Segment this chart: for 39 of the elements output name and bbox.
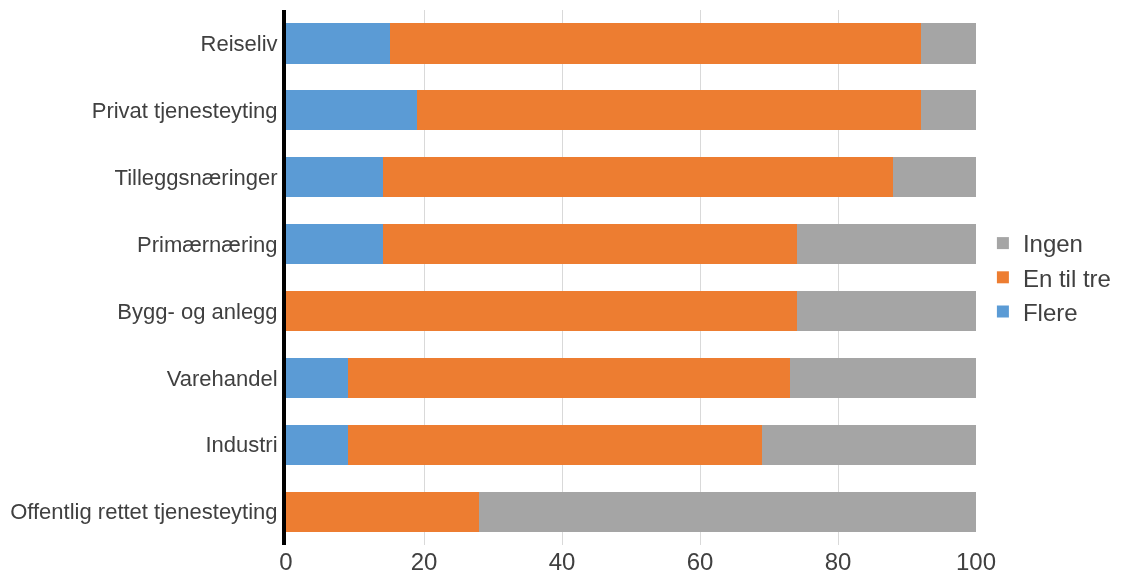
bar xyxy=(920,23,976,64)
x-tick-label: 0 xyxy=(279,548,293,575)
y-tick-label: Primærnæring xyxy=(137,231,278,257)
y-tick-label: Bygg- og anlegg xyxy=(117,298,278,324)
x-tick-label: 40 xyxy=(548,548,576,575)
y-tick-label: Tilleggsnæringer xyxy=(114,164,278,190)
legend-label: En til tre xyxy=(1022,264,1111,292)
bar xyxy=(286,90,418,131)
x-tick-label: 80 xyxy=(824,548,852,575)
y-tick-label: Privat tjenesteyting xyxy=(91,98,278,124)
legend-label: Flere xyxy=(1022,298,1078,326)
bar xyxy=(389,23,921,64)
bar xyxy=(417,90,921,131)
bar xyxy=(286,357,349,398)
legend-label: Ingen xyxy=(1022,230,1083,258)
bar xyxy=(789,357,976,398)
x-tick-label: 100 xyxy=(955,548,997,575)
bar xyxy=(286,224,383,265)
bar xyxy=(796,290,976,331)
bar xyxy=(286,491,480,532)
bar xyxy=(796,224,976,265)
bar xyxy=(893,157,976,198)
bar xyxy=(382,157,894,198)
y-tick-label: Offentlig rettet tjenesteyting xyxy=(10,499,278,525)
bar xyxy=(920,90,976,131)
x-tick-label: 20 xyxy=(410,548,438,575)
bar xyxy=(762,424,976,465)
y-tick-label: Industri xyxy=(205,432,278,458)
bar xyxy=(479,491,976,532)
bar xyxy=(286,290,797,331)
bar xyxy=(286,157,383,198)
y-tick-label: Reiseliv xyxy=(200,31,278,57)
bar xyxy=(286,424,349,465)
bar xyxy=(348,424,763,465)
bar xyxy=(382,224,797,265)
bar xyxy=(348,357,790,398)
y-tick-label: Varehandel xyxy=(166,365,278,391)
bar xyxy=(286,23,390,64)
x-tick-label: 60 xyxy=(686,548,714,575)
